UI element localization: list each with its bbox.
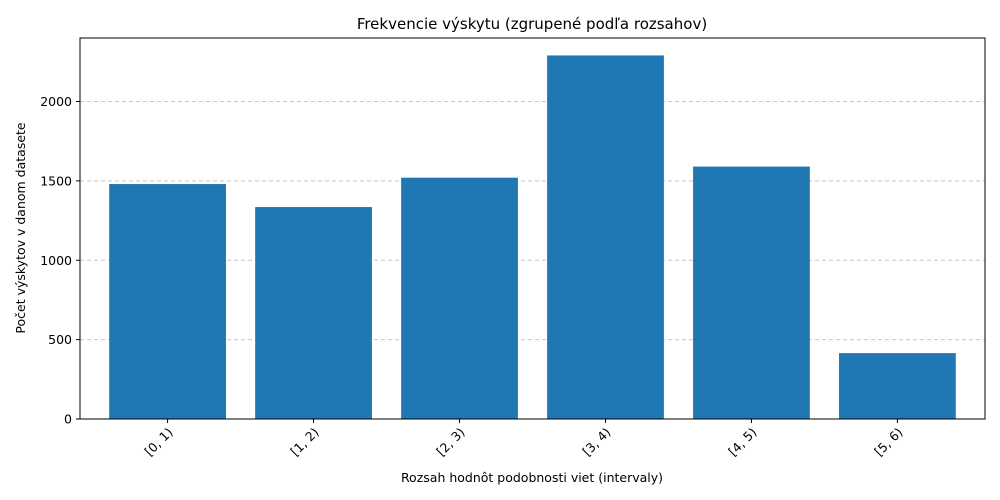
bar [109, 184, 226, 419]
x-tick-label: [2, 3) [433, 425, 467, 459]
y-tick-label: 500 [48, 332, 72, 347]
bar [839, 353, 956, 419]
y-axis-title: Počet výskytov v danom datasete [13, 122, 28, 334]
y-tick-label: 1500 [40, 173, 72, 188]
x-tick-label: [0, 1) [141, 425, 175, 459]
bar [693, 166, 810, 419]
x-tick-label: [3, 4) [579, 425, 613, 459]
y-axis-ticks: 0 500 1000 1500 2000 [40, 94, 80, 427]
y-tick-label: 1000 [40, 253, 72, 268]
x-axis-title: Rozsah hodnôt podobnosti viet (intervaly… [401, 470, 663, 485]
bars [109, 55, 956, 420]
bar [547, 55, 664, 420]
bar [255, 207, 372, 419]
chart-title: Frekvencie výskytu (zgrupené podľa rozsa… [357, 15, 707, 33]
grid-lines [80, 101, 985, 341]
x-tick-label: [5, 6) [871, 425, 905, 459]
x-tick-label: [4, 5) [725, 425, 759, 459]
plot-frame [79, 37, 986, 420]
y-tick-label: 0 [64, 412, 72, 427]
x-tick-label: [1, 2) [287, 425, 321, 459]
y-tick-label: 2000 [40, 94, 72, 109]
bar [401, 177, 518, 419]
x-axis-ticks: [0, 1) [1, 2) [2, 3) [3, 4) [4, 5) [5, 6) [141, 419, 906, 459]
